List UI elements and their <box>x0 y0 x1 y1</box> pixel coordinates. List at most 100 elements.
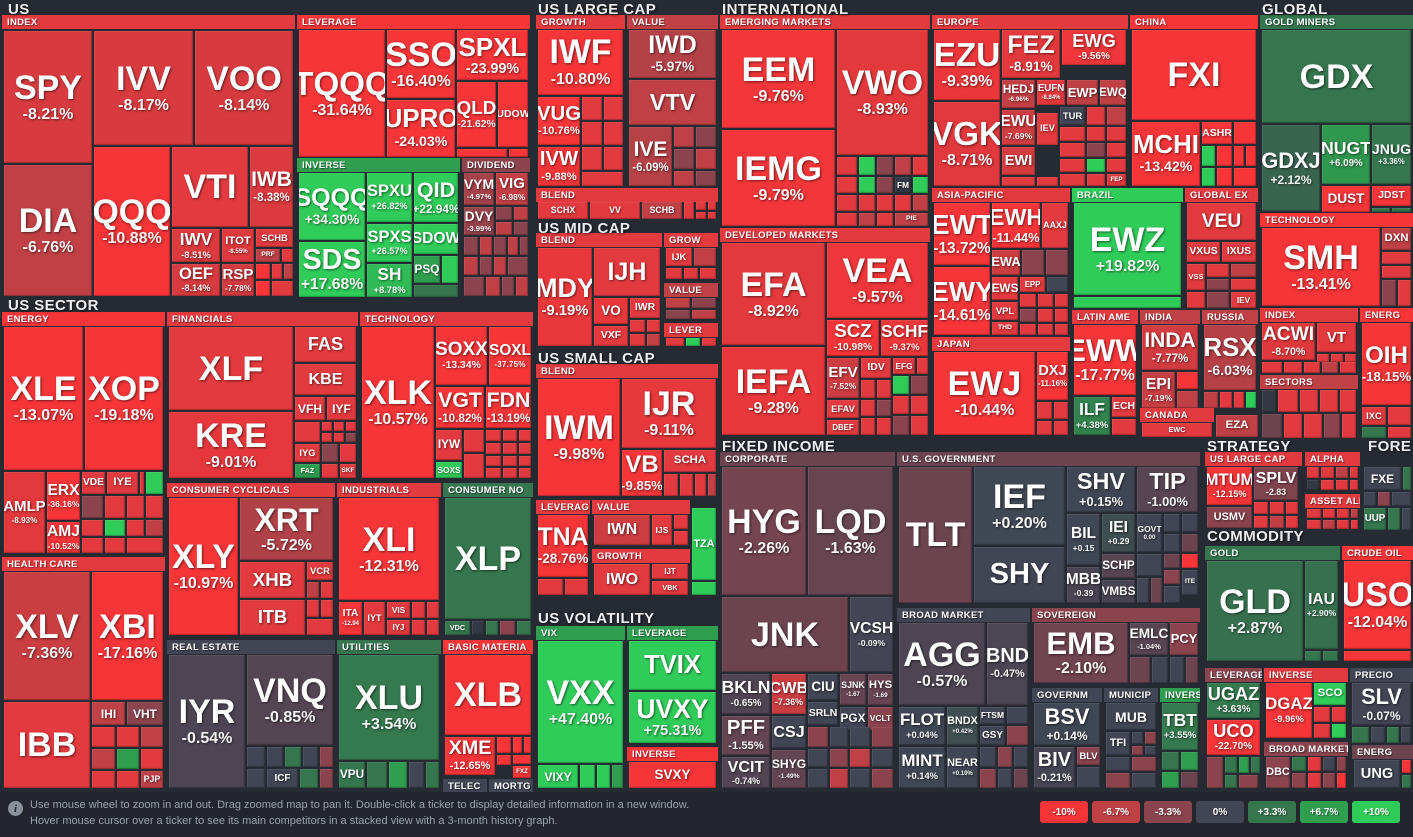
tile-filler[interactable] <box>1345 354 1356 362</box>
tile-dxj[interactable]: DXJ -11.16% <box>1037 352 1068 400</box>
tile-filler[interactable] <box>427 602 439 618</box>
tile-schp[interactable]: SCHP <box>1102 554 1135 578</box>
tile-filler[interactable] <box>1217 146 1232 166</box>
tile-udow[interactable]: UDOW <box>498 82 528 147</box>
tile-filler[interactable] <box>1308 773 1321 788</box>
tile-voo[interactable]: VOO -8.14% <box>195 31 293 145</box>
tile-filler[interactable] <box>1037 177 1058 186</box>
tile-filler[interactable] <box>1350 467 1358 478</box>
tile-filler[interactable] <box>1323 651 1338 661</box>
tile-filler[interactable] <box>486 468 501 478</box>
tile-filler[interactable] <box>272 281 293 296</box>
tile-filler[interactable] <box>480 257 492 275</box>
tile-filler[interactable] <box>1231 264 1256 277</box>
tile-filler[interactable] <box>1336 467 1348 478</box>
tile-filler[interactable] <box>1337 773 1346 788</box>
tile-vo[interactable]: VO <box>594 298 628 324</box>
tile-filler[interactable] <box>1132 757 1156 771</box>
tile-filler[interactable] <box>1164 570 1180 584</box>
tile-filler[interactable] <box>127 496 144 518</box>
tile-filler[interactable] <box>1177 372 1198 389</box>
tile-iwb[interactable]: IWB -8.38% <box>250 147 293 227</box>
tile-filler[interactable] <box>472 621 484 635</box>
tile-dust[interactable]: DUST <box>1322 186 1370 212</box>
tile-filler[interactable] <box>998 747 1012 767</box>
tile-ivv[interactable]: IVV -8.17% <box>94 31 193 145</box>
tile-tur[interactable]: TUR <box>1060 107 1085 125</box>
tile-vpl[interactable]: VPL <box>992 302 1018 320</box>
tile-ugaz[interactable]: UGAZ +3.63% <box>1207 683 1260 718</box>
tile-iyr[interactable]: IYR -0.54% <box>169 655 245 788</box>
tile-filler[interactable] <box>1107 159 1126 172</box>
tile-filler[interactable] <box>464 454 484 478</box>
tile-filler[interactable] <box>1060 159 1085 172</box>
tile-ijr[interactable]: IJR -9.11% <box>622 379 716 448</box>
tile-psq[interactable]: PSQ <box>414 256 440 283</box>
tile-filler[interactable] <box>514 207 528 220</box>
tile-filler[interactable] <box>837 213 857 226</box>
tile-filler[interactable] <box>1055 309 1068 322</box>
tile-filler[interactable] <box>1387 727 1399 743</box>
tile-filler[interactable] <box>830 769 848 788</box>
tile-filler[interactable] <box>913 157 928 175</box>
tile-pcy[interactable]: PCY <box>1170 623 1198 655</box>
tile-rsx[interactable]: RSX -6.03% <box>1204 325 1256 390</box>
tile-filler[interactable] <box>1077 767 1100 788</box>
tile-filler[interactable] <box>1162 752 1179 770</box>
tile-filler[interactable] <box>307 619 333 635</box>
tile-fxz[interactable]: FXZ <box>513 766 531 778</box>
tile-filler[interactable] <box>877 195 893 211</box>
tile-filler[interactable] <box>1106 773 1130 788</box>
tile-filler[interactable] <box>464 237 478 255</box>
tile-sh[interactable]: SH +8.78% <box>367 264 412 297</box>
tile-filler[interactable] <box>1014 747 1028 767</box>
tile-filler[interactable] <box>877 400 891 416</box>
tile-filler[interactable] <box>519 468 531 478</box>
tile-ive[interactable]: IVE -6.09% <box>629 127 672 186</box>
tile-ciu[interactable]: CIU <box>808 674 838 700</box>
tile-filler[interactable] <box>538 579 563 595</box>
tile-filler[interactable] <box>911 396 928 414</box>
tile-schb[interactable]: SCHB <box>256 229 293 247</box>
tile-smh[interactable]: SMH -13.41% <box>1262 228 1380 306</box>
tile-filler[interactable] <box>1074 297 1181 308</box>
tile-ief[interactable]: IEF +0.20% <box>974 467 1065 545</box>
tile-ibb[interactable]: IBB <box>4 702 90 788</box>
tile-vig[interactable]: VIG -6.98% <box>496 173 528 205</box>
tile-filler[interactable] <box>680 474 693 496</box>
tile-filler[interactable] <box>708 474 716 496</box>
tile-filler[interactable] <box>524 737 531 753</box>
tile-tqqq[interactable]: TQQQ -31.64% <box>299 30 385 157</box>
tile-filler[interactable] <box>674 171 694 186</box>
tile-filler[interactable] <box>1308 757 1321 771</box>
tile-filler[interactable] <box>1037 402 1052 419</box>
tile-filler[interactable] <box>666 268 682 279</box>
tile-iyf[interactable]: IYF <box>327 397 356 420</box>
tile-qid[interactable]: QID +22.94% <box>414 173 458 222</box>
tile-iwr[interactable]: IWR <box>630 298 660 318</box>
tile-fxi[interactable]: FXI <box>1132 30 1256 120</box>
tile-amj[interactable]: AMJ -10.52% <box>47 522 80 553</box>
tile-filler[interactable] <box>696 212 706 219</box>
tile-filler[interactable] <box>696 149 716 169</box>
tile-filler[interactable] <box>1054 421 1068 435</box>
tile-iwf[interactable]: IWF -10.80% <box>538 30 623 95</box>
tile-filler[interactable] <box>1055 294 1068 307</box>
tile-vfh[interactable]: VFH <box>295 397 325 420</box>
tile-filler[interactable] <box>1251 757 1260 773</box>
tile-erx[interactable]: ERX -36.16% <box>47 472 80 520</box>
tile-filler[interactable] <box>1204 392 1218 408</box>
tile-filler[interactable] <box>1107 107 1126 125</box>
tile-filler[interactable] <box>508 257 528 275</box>
tile-filler[interactable] <box>1087 174 1105 186</box>
tile-fas[interactable]: FAS <box>295 327 356 362</box>
tile-tbt[interactable]: TBT +3.55% <box>1162 703 1198 750</box>
tile-filler[interactable] <box>1164 514 1180 532</box>
tile-filler[interactable] <box>859 177 875 193</box>
tile-ixus[interactable]: IXUS <box>1222 242 1256 262</box>
tile-filler[interactable] <box>612 765 623 788</box>
tile-sds[interactable]: SDS +17.68% <box>299 242 365 297</box>
tile-filler[interactable] <box>1286 502 1298 514</box>
tile-filler[interactable] <box>911 416 928 435</box>
tile-filler[interactable] <box>1177 391 1198 408</box>
